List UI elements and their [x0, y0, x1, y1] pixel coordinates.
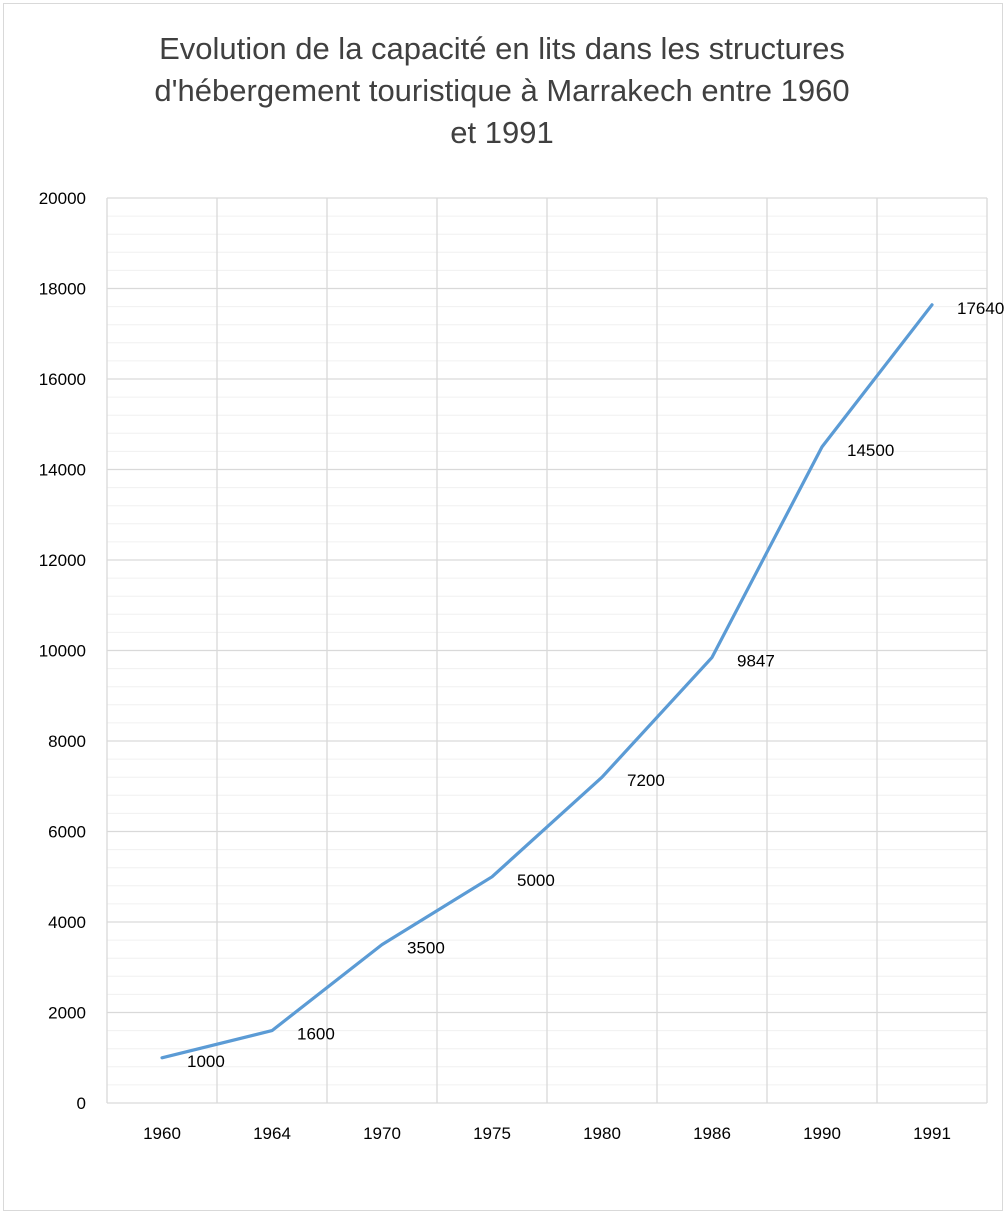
y-tick-label: 14000	[39, 461, 86, 480]
data-label: 14500	[847, 441, 894, 460]
x-tick-label: 1991	[913, 1124, 951, 1143]
data-label: 9847	[737, 651, 775, 670]
y-tick-label: 2000	[48, 1004, 86, 1023]
chart-title: Evolution de la capacité en lits dans le…	[0, 28, 1004, 154]
x-tick-label: 1980	[583, 1124, 621, 1143]
data-label: 1000	[187, 1052, 225, 1071]
chart-frame	[3, 3, 1003, 1211]
chart-title-line-3: et 1991	[450, 115, 554, 150]
data-label: 17640	[957, 299, 1004, 318]
x-tick-label: 1975	[473, 1124, 511, 1143]
y-tick-label: 16000	[39, 370, 86, 389]
y-tick-label: 6000	[48, 823, 86, 842]
data-label: 7200	[627, 771, 665, 790]
x-tick-label: 1990	[803, 1124, 841, 1143]
chart-title-line-2: d'hébergement touristique à Marrakech en…	[154, 73, 850, 108]
x-tick-label: 1986	[693, 1124, 731, 1143]
y-tick-label: 4000	[48, 913, 86, 932]
y-tick-label: 12000	[39, 551, 86, 570]
series-line	[160, 303, 934, 1060]
y-tick-label: 0	[77, 1094, 86, 1113]
y-tick-label: 10000	[39, 642, 86, 661]
y-tick-label: 18000	[39, 280, 86, 299]
vertical-gridlines	[106, 198, 988, 1103]
data-labels: 1000 1600 3500 5000 7200 9847 14500 17640	[187, 299, 1004, 1071]
y-axis-tick-labels: 0 2000 4000 6000 8000 10000 12000 14000 16000 180…	[39, 189, 86, 1113]
x-tick-label: 1964	[253, 1124, 291, 1143]
data-label: 5000	[517, 871, 555, 890]
data-label: 3500	[407, 939, 445, 958]
y-tick-label: 20000	[39, 189, 86, 208]
series-line-group	[160, 303, 934, 1060]
x-axis-tick-labels: 1960 1964 1970 1975 1980 1986 1990 1991	[143, 1124, 951, 1143]
x-tick-label: 1970	[363, 1124, 401, 1143]
chart-title-line-1: Evolution de la capacité en lits dans le…	[159, 31, 845, 66]
x-tick-label: 1960	[143, 1124, 181, 1143]
data-label: 1600	[297, 1025, 335, 1044]
y-tick-label: 8000	[48, 732, 86, 751]
